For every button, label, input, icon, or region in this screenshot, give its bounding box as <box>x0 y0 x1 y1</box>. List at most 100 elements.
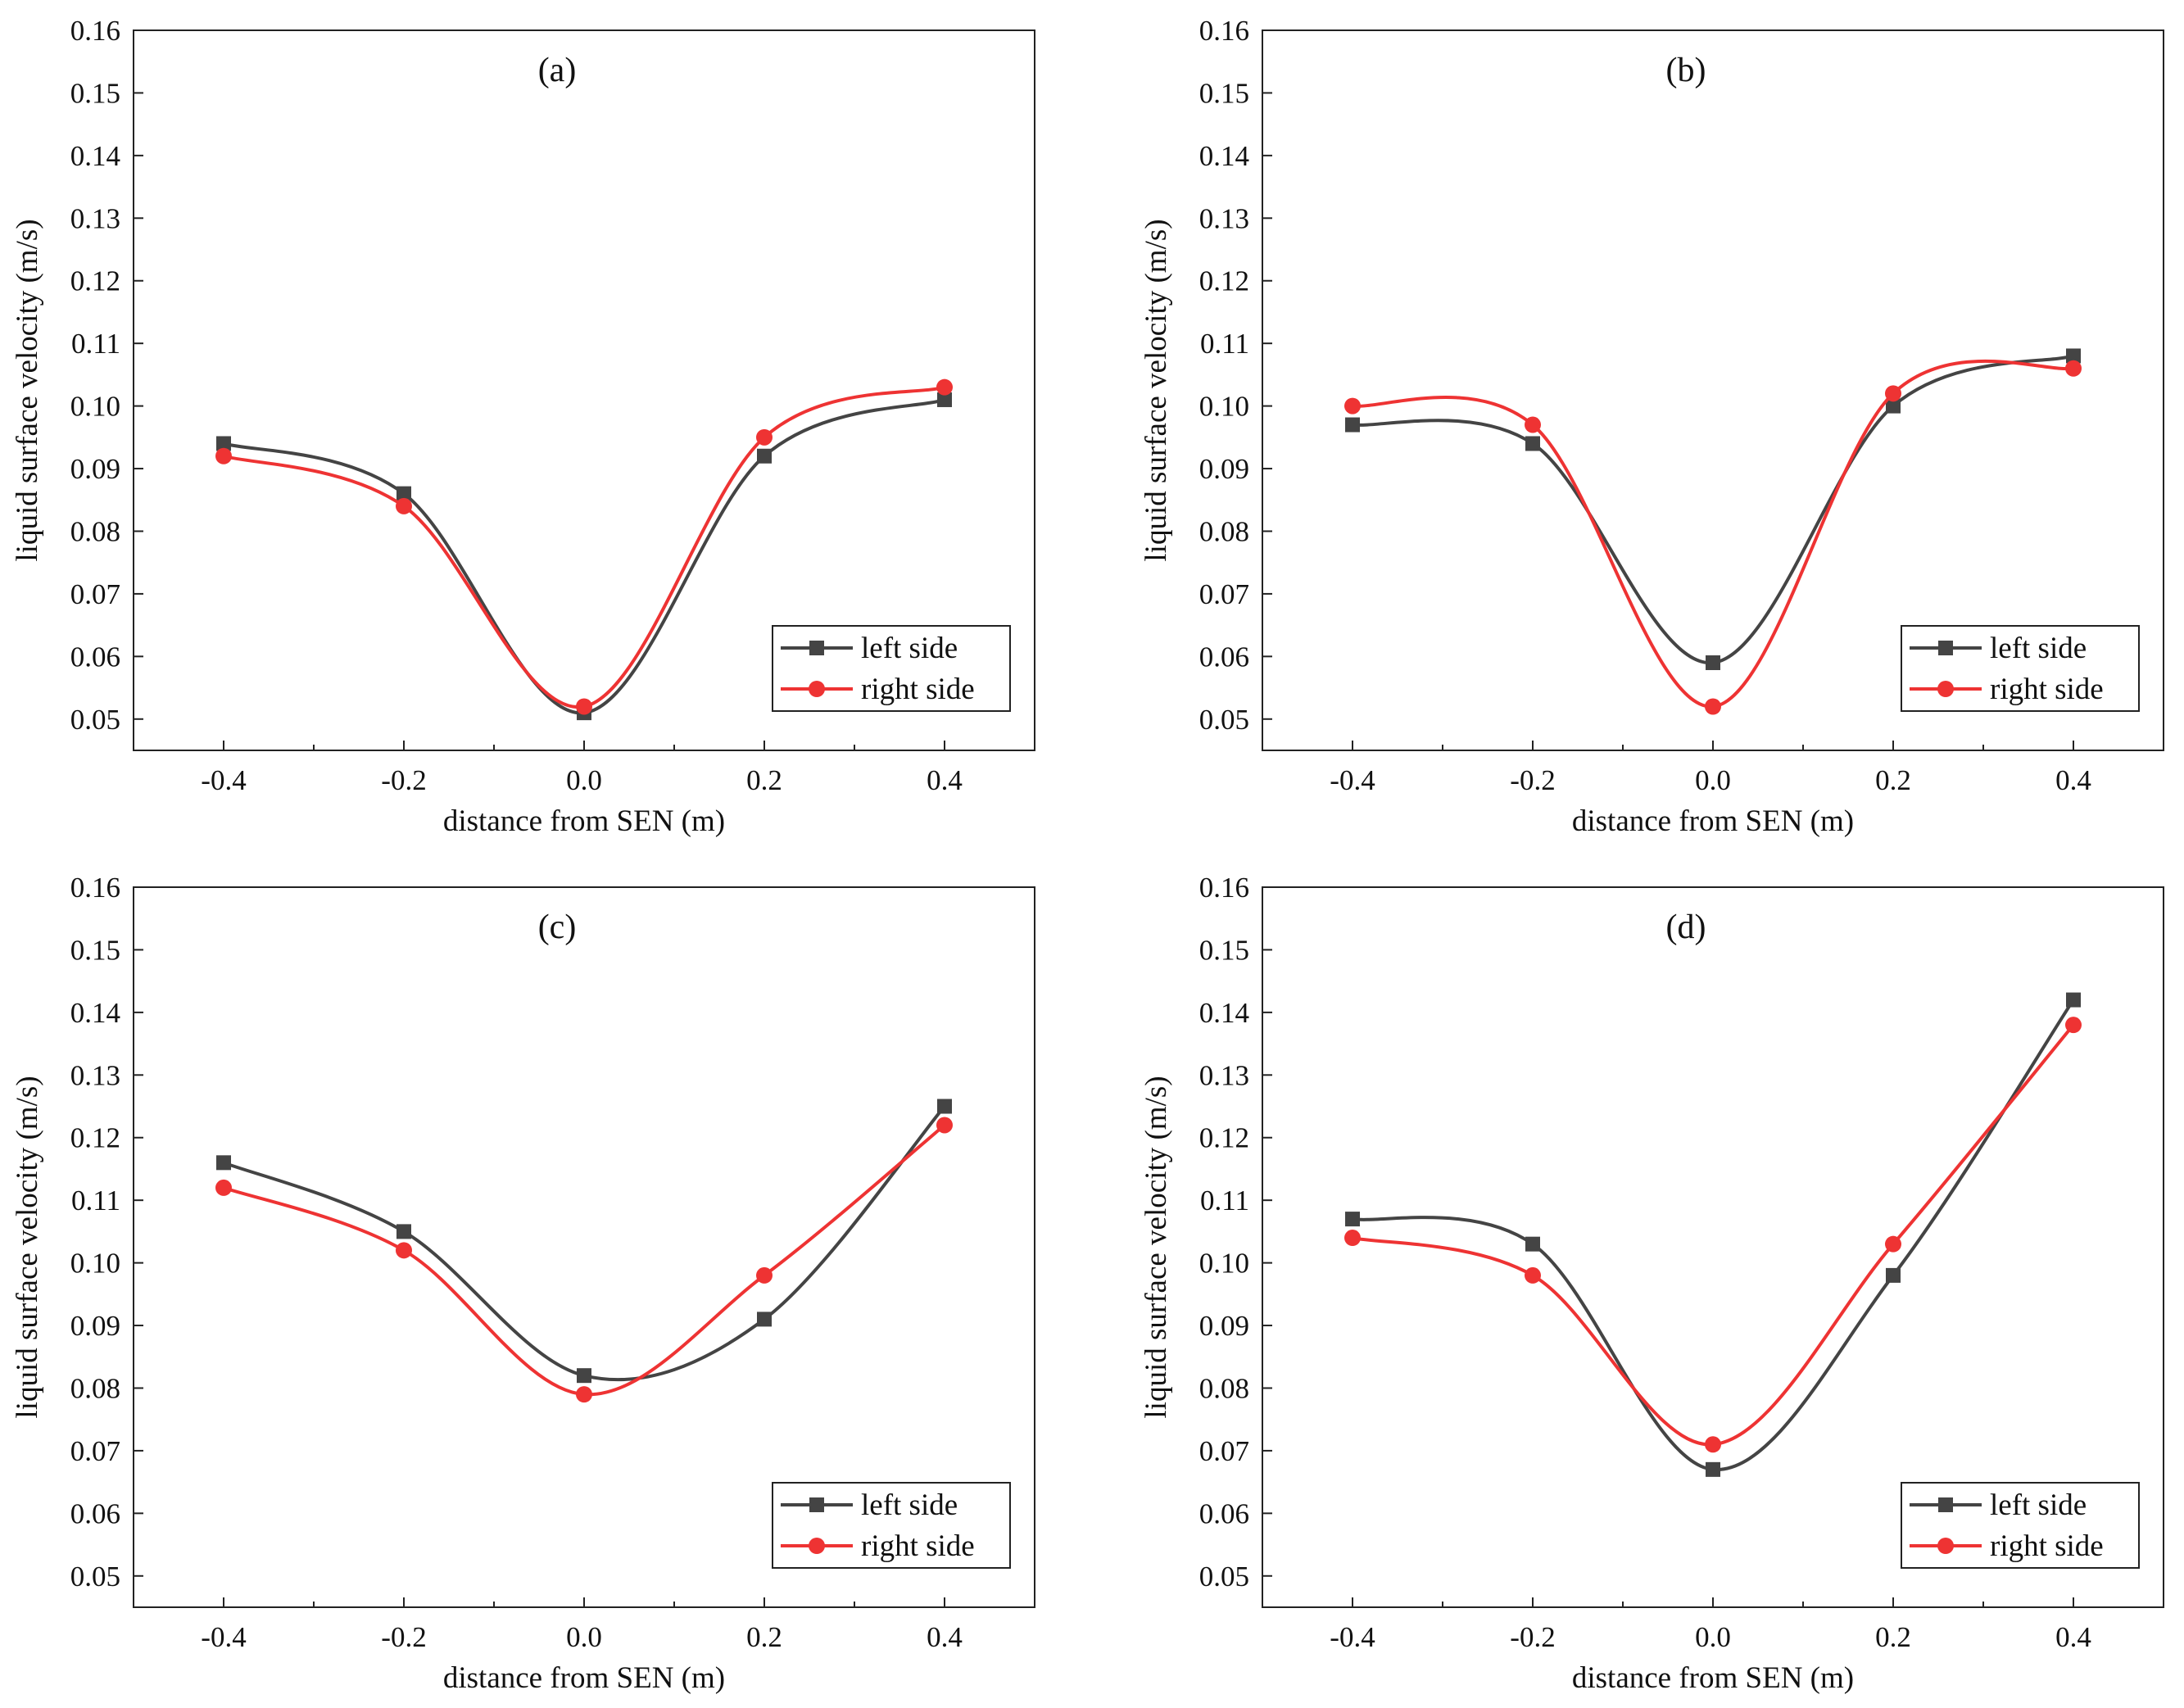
y-tick-label: 0.09 <box>70 1310 120 1342</box>
data-point-right <box>576 698 592 715</box>
y-tick-label: 0.15 <box>70 934 120 966</box>
legend-marker-circle <box>1937 1538 1954 1554</box>
data-point-right <box>1885 1235 1901 1253</box>
y-tick-label: 0.15 <box>1199 77 1249 109</box>
legend-label: left side <box>861 632 958 665</box>
legend-marker-square <box>1938 641 1953 655</box>
y-tick-label: 0.06 <box>70 641 120 673</box>
y-tick-label: 0.11 <box>71 328 120 360</box>
y-axis-title: liquid surface velocity (m/s) <box>1140 1076 1173 1418</box>
legend-marker-circle <box>1937 681 1954 697</box>
data-point-right <box>756 1266 773 1284</box>
data-point-right <box>936 1117 953 1134</box>
data-point-right <box>1525 1266 1541 1284</box>
x-tick-label: -0.2 <box>1510 1621 1555 1653</box>
series-line-left <box>1352 999 2075 1471</box>
data-point-left <box>2066 992 2081 1008</box>
data-point-left <box>396 486 411 501</box>
y-axis-title: liquid surface velocity (m/s) <box>1140 219 1173 561</box>
legend-label: right side <box>861 1529 975 1563</box>
y-tick-label: 0.07 <box>70 1435 120 1467</box>
x-tick-label: 0.4 <box>2055 764 2091 796</box>
data-point-right <box>2065 360 2082 377</box>
data-point-right <box>756 428 773 446</box>
data-point-left <box>757 448 772 464</box>
data-point-left <box>396 1224 411 1239</box>
panel-label: (b) <box>1666 52 1706 89</box>
panel-b: 0.05 0.06 0.07 0.08 0.09 0.10 0.11 0.12 0.13 0.14… <box>1140 15 2164 838</box>
y-tick-label: 0.05 <box>70 1561 120 1592</box>
data-point-right <box>1705 698 1721 715</box>
data-point-left <box>1345 1212 1360 1227</box>
x-tick-label: 0.0 <box>1695 764 1731 796</box>
x-tick-label: 0.0 <box>566 764 602 796</box>
data-point-right <box>1705 1436 1721 1453</box>
data-point-left <box>757 1312 772 1327</box>
legend: left side right side <box>1901 1482 2140 1569</box>
y-tick-label: 0.14 <box>70 997 120 1029</box>
y-tick-label: 0.08 <box>1199 515 1249 547</box>
y-tick-label: 0.12 <box>1199 265 1249 297</box>
y-tick-label: 0.06 <box>70 1497 120 1529</box>
x-tick-label: 0.2 <box>746 1621 782 1653</box>
x-axis-title: distance from SEN (m) <box>443 804 725 838</box>
x-tick-label: -0.4 <box>1330 764 1375 796</box>
x-tick-label: 0.4 <box>927 1621 963 1653</box>
y-tick-label: 0.15 <box>1199 934 1249 966</box>
data-point-left <box>577 1368 591 1384</box>
y-tick-label: 0.11 <box>1200 328 1249 360</box>
y-tick-label: 0.07 <box>1199 578 1249 610</box>
data-point-left <box>1525 436 1540 451</box>
legend-marker-circle <box>809 1538 825 1554</box>
y-axis-title: liquid surface velocity (m/s) <box>11 219 44 561</box>
y-tick-label: 0.12 <box>70 265 120 297</box>
y-tick-label: 0.09 <box>1199 453 1249 485</box>
y-tick-label: 0.08 <box>70 515 120 547</box>
legend-label: right side <box>1990 673 2104 706</box>
legend-label: left side <box>1990 632 2087 665</box>
x-tick-label: -0.4 <box>201 764 246 796</box>
legend-box <box>772 625 1011 712</box>
legend-label: left side <box>861 1488 958 1522</box>
y-tick-label: 0.12 <box>70 1122 120 1154</box>
data-point-right <box>1885 385 1901 402</box>
y-tick-label: 0.13 <box>1199 202 1249 234</box>
x-tick-label: 0.4 <box>927 764 963 796</box>
panel-label: (d) <box>1666 908 1706 946</box>
legend-marker-circle <box>809 681 825 697</box>
x-tick-label: 0.0 <box>1695 1621 1731 1653</box>
data-point-right <box>1525 416 1541 433</box>
x-tick-label: 0.2 <box>1875 1621 1911 1653</box>
panel-a: 0.05 0.06 0.07 0.08 0.09 0.10 0.11 0.12 0.13 0.14… <box>11 15 1035 838</box>
data-point-left <box>937 392 952 407</box>
x-tick-label: 0.0 <box>566 1621 602 1653</box>
y-tick-label: 0.16 <box>70 15 120 47</box>
data-point-left <box>937 1099 952 1114</box>
data-point-right <box>1344 1230 1361 1247</box>
legend-box <box>1901 1482 2140 1569</box>
y-tick-label: 0.11 <box>1200 1185 1249 1216</box>
data-point-left <box>1345 417 1360 433</box>
data-point-left <box>1886 398 1901 414</box>
y-tick-label: 0.10 <box>1199 391 1249 423</box>
data-point-right <box>2065 1017 2082 1034</box>
y-tick-label: 0.10 <box>70 391 120 423</box>
series-line-left <box>1352 354 2074 665</box>
y-tick-label: 0.06 <box>1199 1497 1249 1529</box>
y-tick-label: 0.16 <box>70 872 120 904</box>
legend: left side right side <box>1901 625 2140 712</box>
y-tick-label: 0.13 <box>70 202 120 234</box>
series-line-right <box>223 1123 946 1397</box>
legend-marker-square <box>809 1497 824 1512</box>
x-tick-label: -0.2 <box>381 764 426 796</box>
data-point-left <box>1706 655 1720 670</box>
series-line-right <box>1352 1023 2075 1447</box>
data-point-left <box>1706 1461 1720 1477</box>
y-tick-label: 0.16 <box>1199 872 1249 904</box>
panel-d: 0.05 0.06 0.07 0.08 0.09 0.10 0.11 0.12 0.13 0.14… <box>1140 872 2164 1695</box>
y-tick-label: 0.06 <box>1199 641 1249 673</box>
data-point-right <box>396 1242 412 1259</box>
data-point-left <box>1886 1267 1901 1283</box>
y-tick-label: 0.13 <box>70 1059 120 1091</box>
data-point-right <box>215 447 232 464</box>
